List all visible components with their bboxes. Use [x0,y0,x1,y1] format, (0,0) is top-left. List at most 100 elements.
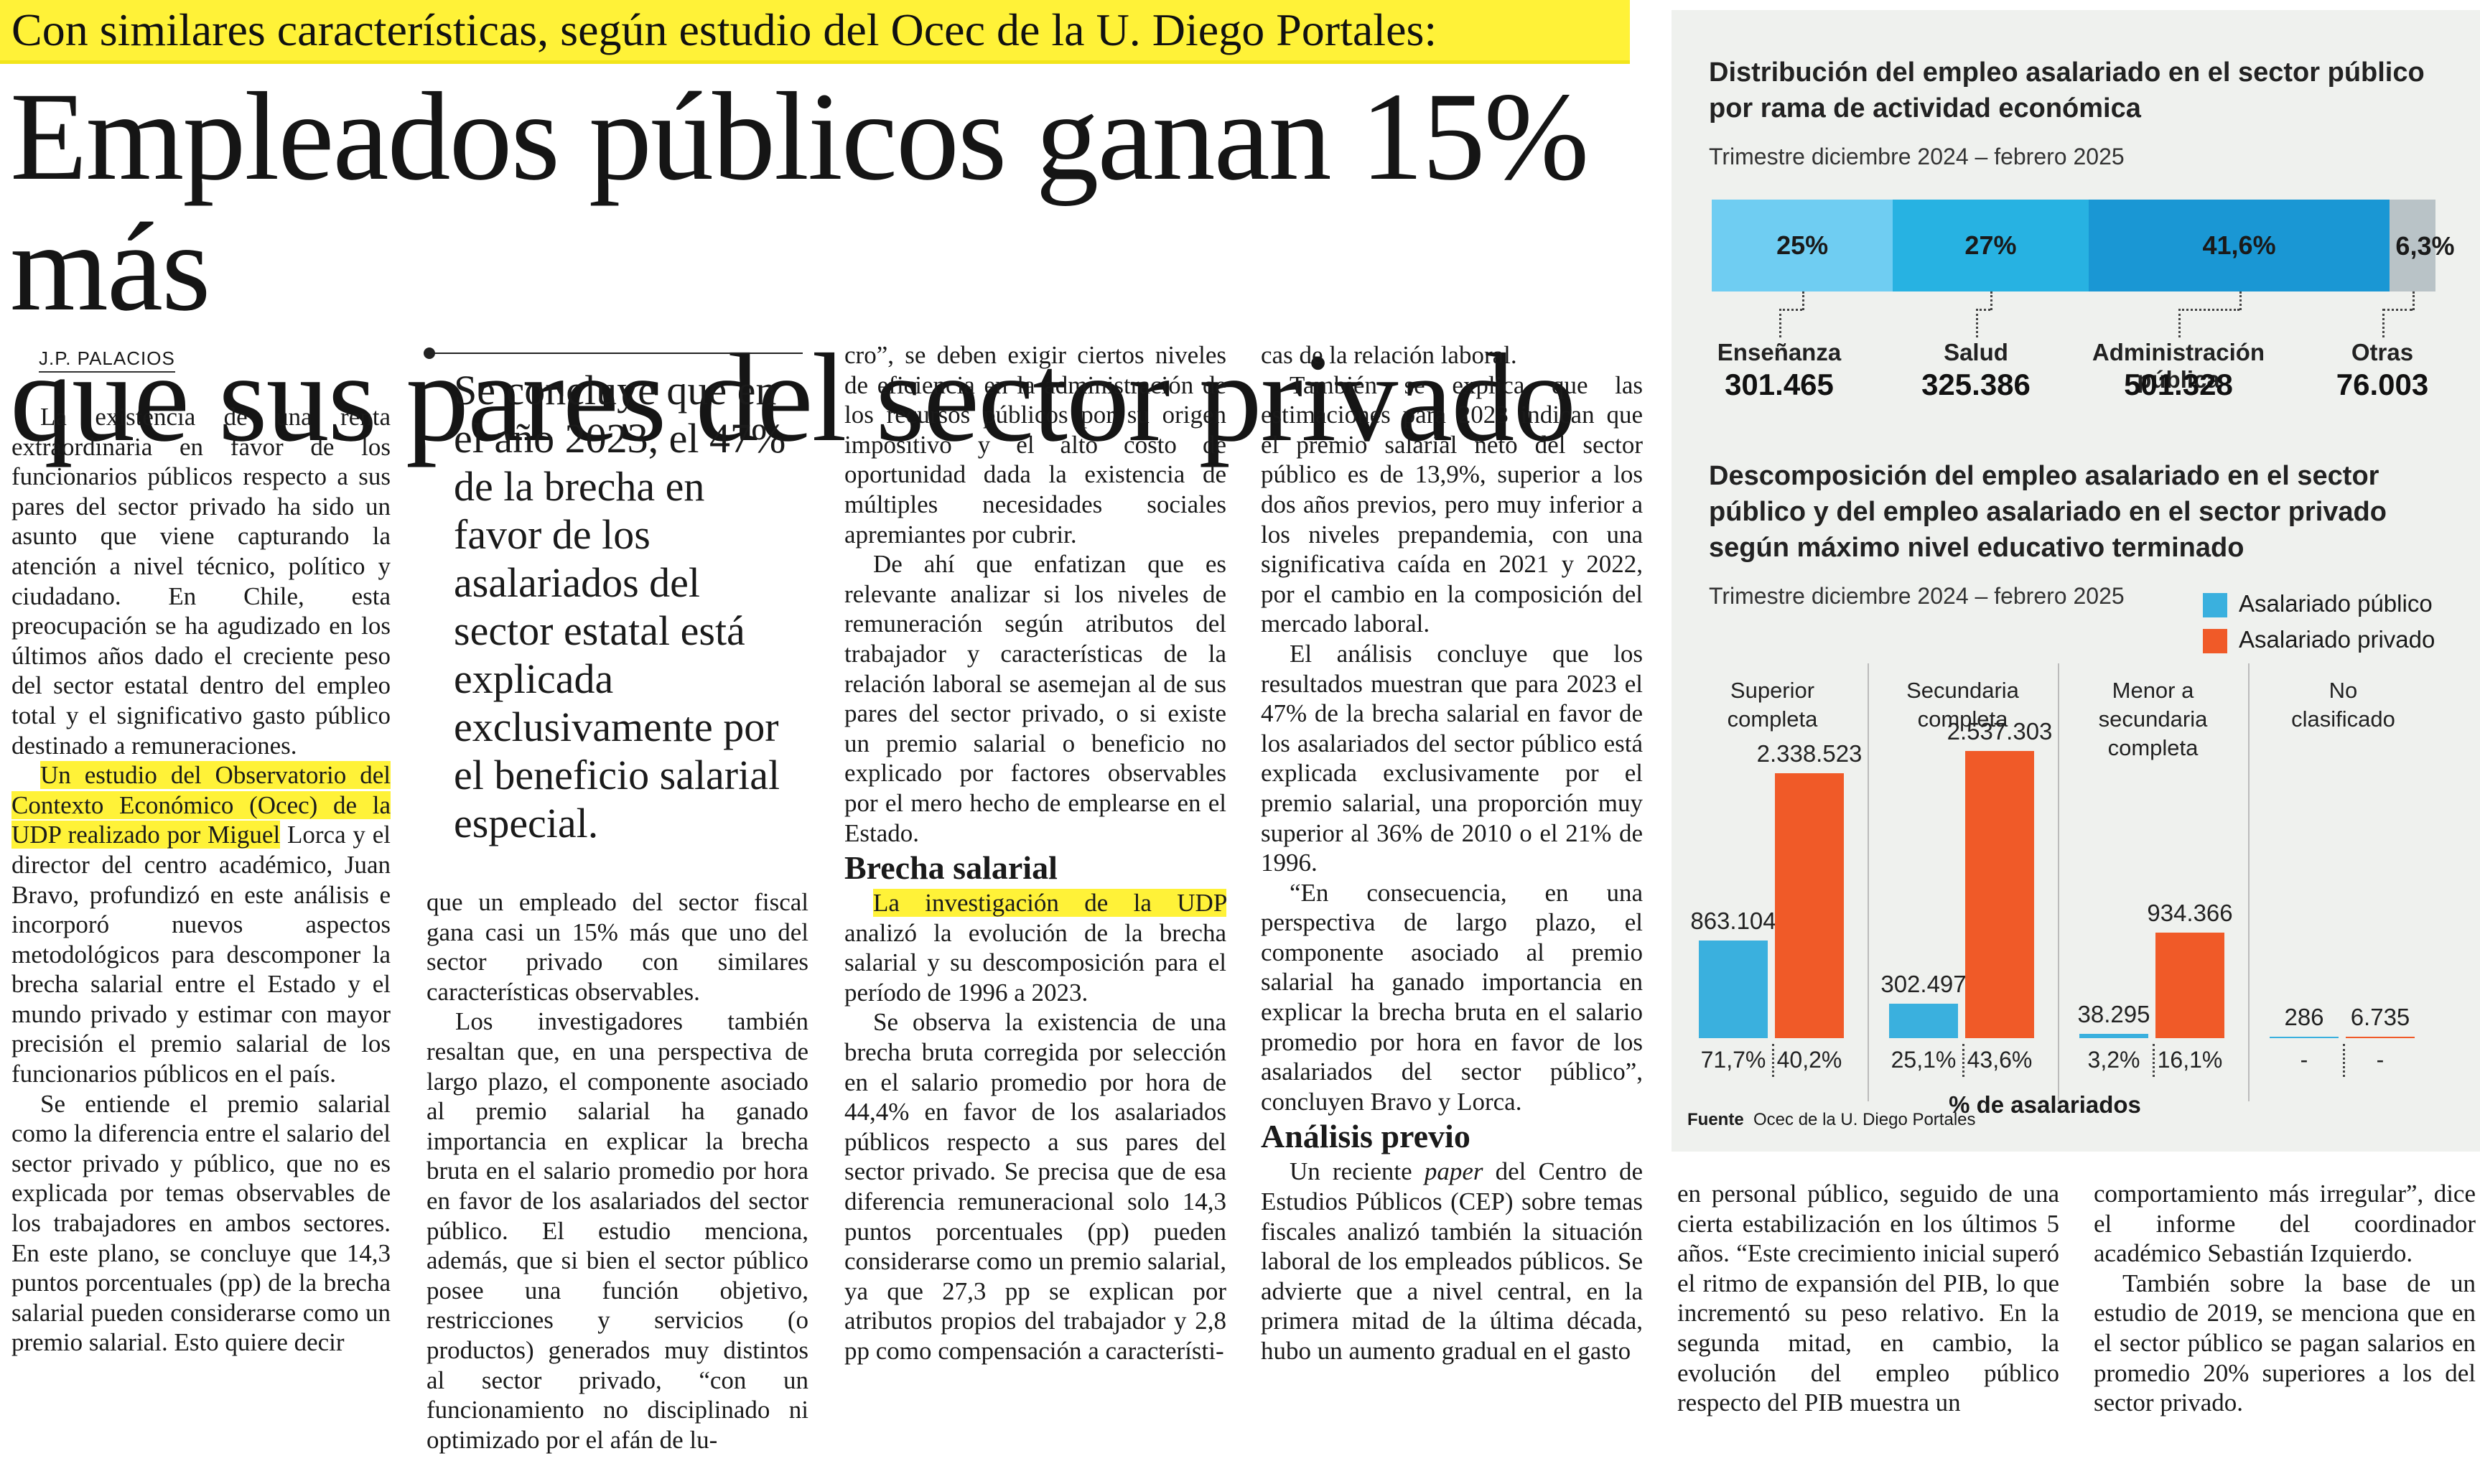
bar-value-label: 934.366 [2147,899,2233,926]
bar-value-label: 38.295 [2077,1000,2150,1027]
stacked-bar-segment: 27% [1893,200,2089,291]
segment-pct-label: 25% [1776,230,1829,260]
article-column-1: La existencia de una renta extraordinari… [11,402,391,1358]
share-label: 16,1% [2157,1047,2223,1073]
group-separator [2248,663,2250,1101]
legend-label-public: Asalariado público [2239,590,2433,617]
highlighted-text: Un estudio del Observatorio del Contexto… [11,761,391,849]
leader-line [1779,309,1781,337]
category-label: Otras [2351,339,2414,365]
leader-line [2239,291,2242,310]
paragraph: cro”, se deben exigir ciertos niveles de… [844,341,1226,549]
byline: J.P. PALACIOS [39,347,175,373]
group-separator [1868,663,1869,1101]
bar-value-label: 2.338.523 [1756,740,1863,767]
paragraph-text: del Centro de Estudios Públicos (CEP) so… [1261,1157,1643,1365]
segment-pct-label: 41,6% [2202,230,2276,260]
group-header: Secundaria completa [1906,678,2019,732]
bar-private [2346,1037,2415,1038]
highlighted-text: La investigación de la UDP [873,889,1226,918]
leader-line [2178,309,2239,311]
source-text: Ocec de la U. Diego Portales [1753,1110,1976,1129]
paragraph: cas de la relación laboral. [1261,341,1517,369]
chart-2-title: Descomposición del empleo asalariado en … [1709,461,2387,563]
share-label: 71,7% [1700,1047,1766,1073]
category-label: Salud [1944,339,2008,365]
stacked-bar-segment: 41,6% [2088,200,2390,291]
paragraph: comportamiento más irregular”, dice el i… [2094,1180,2476,1268]
paragraph: El análisis concluye que los resultados … [1261,639,1643,877]
kicker-band: Con similares características, según est… [0,0,1630,64]
article-column-6: comportamiento más irregular”, dice el i… [2094,1179,2476,1418]
category-count-label: 76.003 [2336,368,2429,401]
bar-public [1699,940,1768,1038]
paragraph: También se explica que las estimaciones … [1261,370,1643,638]
leader-line [1976,309,1991,311]
paragraph: Se entiende el premio salarial como la d… [11,1089,391,1357]
bar-value-label: 6.735 [2350,1004,2410,1030]
headline-line-2: que sus pares del sector privado [10,328,1576,468]
source-note: Fuente Ocec de la U. Diego Portales [1687,1110,1976,1130]
legend-swatch-public [2203,593,2227,617]
category-label: Enseñanza [1717,339,1842,365]
bar-private [2155,932,2224,1038]
bar-value-label: 863.104 [1690,907,1776,934]
paragraph-emphasis: paper [1424,1157,1483,1186]
bar-public [2079,1033,2148,1038]
share-label: 3,2% [2087,1047,2140,1073]
segment-pct-label: 6,3% [2395,231,2455,261]
bar-private [1775,773,1844,1038]
paragraph-text: analizó la evolución de la brecha salari… [844,918,1226,1007]
leader-line [1802,291,1805,310]
subheading-analisis-previo: Análisis previo [1261,1118,1470,1155]
leader-line [2413,291,2415,310]
bar-value-label: 302.497 [1880,971,1967,998]
paragraph: “En consecuencia, en una perspectiva de … [1261,878,1643,1116]
headline-line-1: Empleados públicos ganan 15% más [10,67,1589,337]
segment-pct-label: 27% [1964,230,2017,260]
group-header: No clasificado [2291,678,2395,732]
article-column-3: cro”, se deben exigir ciertos niveles de… [844,340,1226,1366]
chart-1-title: Distribución del empleo asalariado en el… [1709,57,2425,123]
group-separator [2058,663,2059,1101]
share-divider [1962,1044,1964,1077]
subheading-brecha-salarial: Brecha salarial [844,849,1058,887]
paragraph-text: Un reciente [1290,1157,1425,1186]
legend-swatch-private [2203,629,2227,653]
paragraph: en personal público, seguido de una cier… [1677,1180,2059,1417]
share-label: 40,2% [1776,1047,1842,1073]
paragraph: También sobre la base de un estudio de 2… [2094,1269,2476,1417]
leader-line [2382,309,2385,337]
chart-1-subtitle: Trimestre diciembre 2024 – febrero 2025 [1709,144,2125,169]
paragraph: Se observa la existencia de una brecha b… [844,1008,1226,1365]
share-label: - [2376,1047,2385,1073]
category-label: Administración pública [2092,339,2265,393]
paragraph-text: Lorca y el director del centro académico… [11,821,391,1088]
share-label: 25,1% [1891,1047,1957,1073]
stacked-bar-segment: 25% [1712,200,1893,291]
category-count-label: 325.386 [1921,368,2031,401]
chart-2-x-label: % de asalariados [1949,1091,2141,1118]
source-label: Fuente [1687,1110,1744,1129]
legend-label-private: Asalariado privado [2239,626,2435,653]
stacked-bar-segment: 6,3% [2390,200,2454,291]
category-count-label: 501.328 [2124,368,2233,401]
bar-value-label: 286 [2284,1004,2324,1030]
share-label: - [2300,1047,2308,1073]
share-divider [2153,1044,2155,1077]
category-count-label: 301.465 [1725,368,1834,401]
headline: Empleados públicos ganan 15% más que sus… [10,72,1661,464]
group-header: Superior completa [1727,678,1818,732]
leader-line [1976,309,1978,337]
paragraph: Los investigadores también resaltan que,… [426,1007,808,1454]
article-column-4: cas de la relación laboral. También se e… [1261,340,1643,1366]
bar-private [1965,751,2034,1038]
leader-line [1990,291,1993,310]
paragraph: De ahí que enfatizan que es relevante an… [844,550,1226,847]
pull-quote: Se concluye que en el año 2023, el 47% d… [454,367,786,846]
bar-public [1889,1004,1958,1038]
infographic-panel: Distribución del empleo asalariado en el… [1672,10,2480,1152]
kicker: Con similares características, según est… [11,4,1437,55]
leader-line [2178,309,2181,337]
share-divider [2343,1044,2345,1077]
